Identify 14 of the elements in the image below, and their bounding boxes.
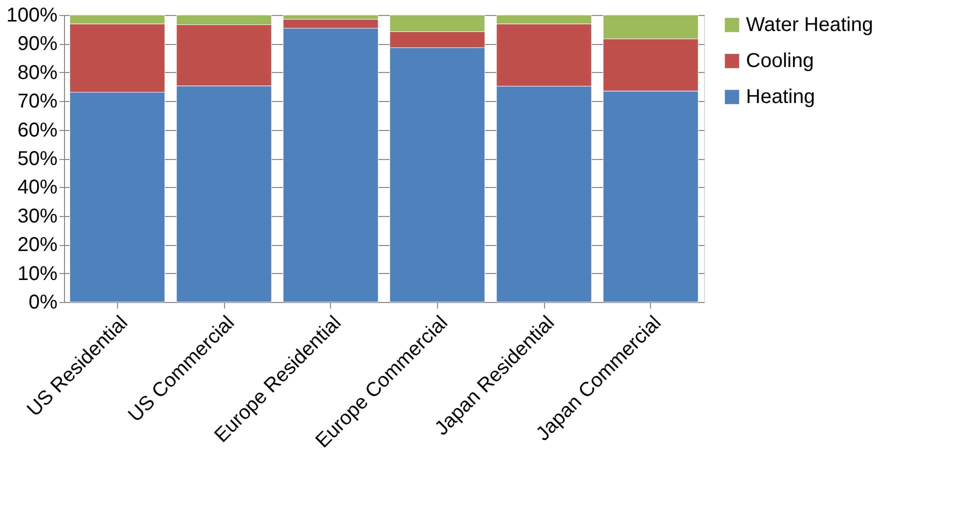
y-tick-label: 70% xyxy=(17,90,58,113)
y-tick-label: 80% xyxy=(17,62,58,84)
y-tick-label: 30% xyxy=(17,205,58,228)
legend-label: Cooling xyxy=(746,50,814,72)
y-tick-label: 40% xyxy=(17,176,58,199)
y-tick-label: 60% xyxy=(17,119,58,142)
legend-label: Water Heating xyxy=(746,14,874,36)
y-tick-label: 100% xyxy=(6,4,58,26)
y-tick-label: 0% xyxy=(28,292,58,314)
y-tick-label: 90% xyxy=(17,33,58,56)
legend-label: Heating xyxy=(746,86,815,108)
y-tick-label: 10% xyxy=(17,262,58,285)
y-tick-label: 20% xyxy=(17,234,58,256)
y-tick-label: 50% xyxy=(17,148,58,170)
